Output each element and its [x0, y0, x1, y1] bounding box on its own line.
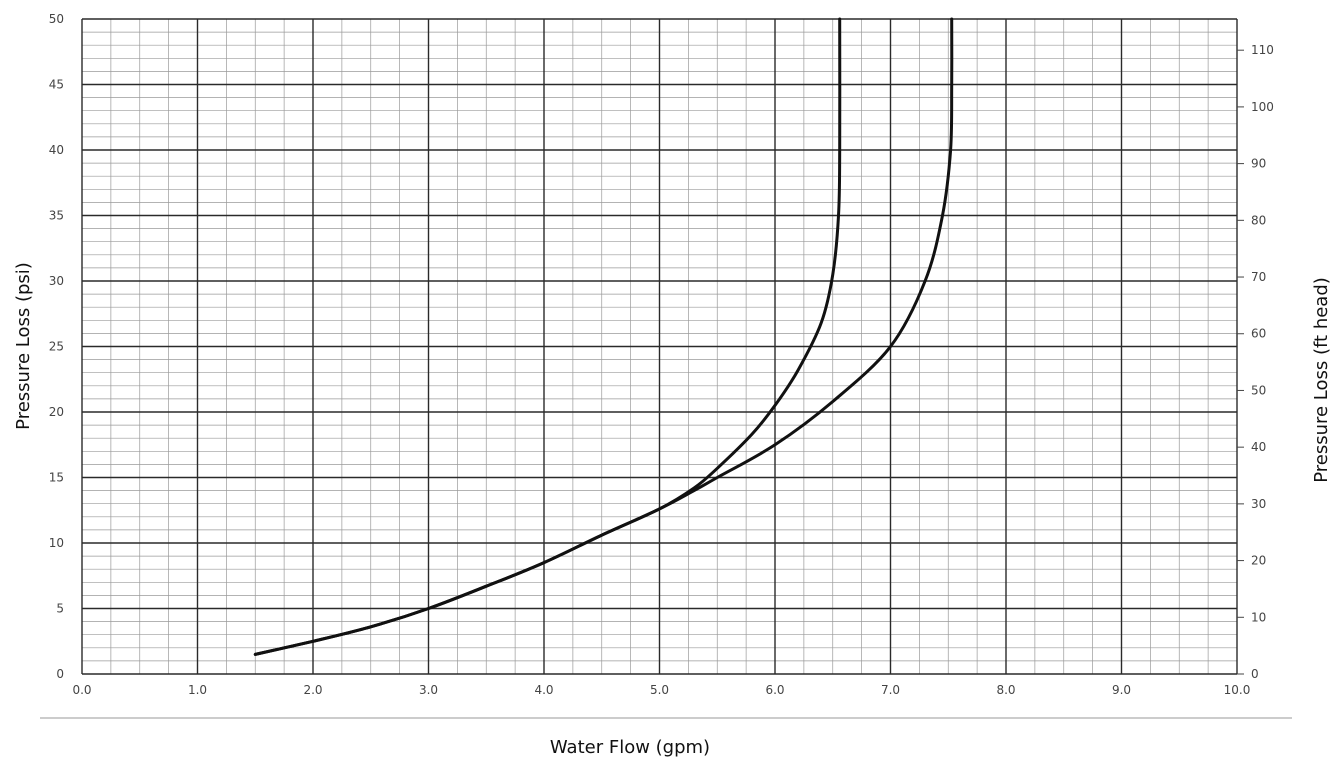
x-tick-label: 7.0 [881, 683, 900, 697]
tick-labels: 0.0 1.0 2.0 3.0 4.0 5.0 6.0 7.0 8.0 9.0 10.0051015… [49, 12, 1274, 697]
y-tick-label: 35 [49, 209, 64, 223]
x-axis-title: Water Flow (gpm) [550, 737, 710, 758]
curves [253, 17, 954, 656]
y-tick-label: 40 [49, 143, 64, 157]
x-tick-label: 2.0 [303, 683, 322, 697]
x-tick-label: 6.0 [765, 683, 784, 697]
x-tick-label: 4.0 [534, 683, 553, 697]
y2-axis-title: Pressure Loss (ft head) [1311, 277, 1332, 483]
y-axis-title: Pressure Loss (psi) [13, 262, 34, 430]
y2-tick-label: 90 [1251, 157, 1266, 171]
x-tick-label: 3.0 [419, 683, 438, 697]
series-line-2 [253, 17, 954, 656]
y-tick-label: 15 [49, 471, 64, 485]
y2-tick-label: 100 [1251, 100, 1274, 114]
y-tick-label: 0 [56, 667, 64, 681]
y2-tick-label: 50 [1251, 383, 1266, 397]
y2-tick-label: 0 [1251, 667, 1259, 681]
y-tick-label: 5 [56, 602, 64, 616]
y-tick-label: 30 [49, 274, 64, 288]
y2-tick-label: 10 [1251, 610, 1266, 624]
y2-tick-label: 80 [1251, 213, 1266, 227]
x-tick-label: 5.0 [650, 683, 669, 697]
y-tick-label: 50 [49, 12, 64, 26]
x-tick-label: 0.0 [72, 683, 91, 697]
y2-tick-label: 20 [1251, 554, 1266, 568]
grid [81, 18, 1238, 675]
x-tick-label: 1.0 [188, 683, 207, 697]
y2-tick-label: 110 [1251, 43, 1274, 57]
y-tick-label: 45 [49, 78, 64, 92]
y2-tick-label: 40 [1251, 440, 1266, 454]
series-line-1 [253, 17, 842, 656]
y2-tick-label: 70 [1251, 270, 1266, 284]
x-tick-label: 10.0 [1224, 683, 1251, 697]
y2-tick-label: 30 [1251, 497, 1266, 511]
x-tick-label: 8.0 [996, 683, 1015, 697]
y-tick-label: 10 [49, 536, 64, 550]
y-tick-label: 25 [49, 340, 64, 354]
y-tick-label: 20 [49, 405, 64, 419]
x-tick-label: 9.0 [1112, 683, 1131, 697]
y2-tick-label: 60 [1251, 327, 1266, 341]
